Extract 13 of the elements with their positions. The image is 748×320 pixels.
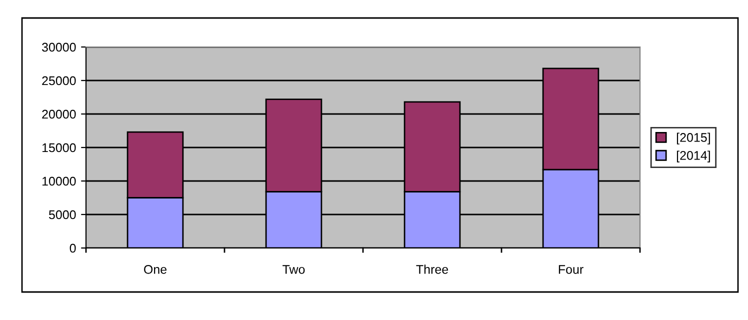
legend-label: [2015] — [676, 132, 710, 144]
x-tick-label: Three — [416, 264, 448, 274]
x-tick-label: Two — [282, 265, 305, 274]
y-tick-label: 25000 — [42, 76, 76, 86]
y-tick-label: 30000 — [42, 42, 76, 52]
legend-label: [2014] — [676, 150, 710, 162]
y-tick-label: 20000 — [42, 110, 76, 119]
y-tick-label: 10000 — [42, 176, 76, 186]
y-tick-label: 0 — [70, 244, 76, 253]
x-tick-label: Four — [558, 265, 584, 274]
x-tick-label: One — [144, 264, 167, 274]
y-tick-label: 15000 — [42, 143, 76, 152]
y-tick-label: 5000 — [48, 210, 76, 220]
